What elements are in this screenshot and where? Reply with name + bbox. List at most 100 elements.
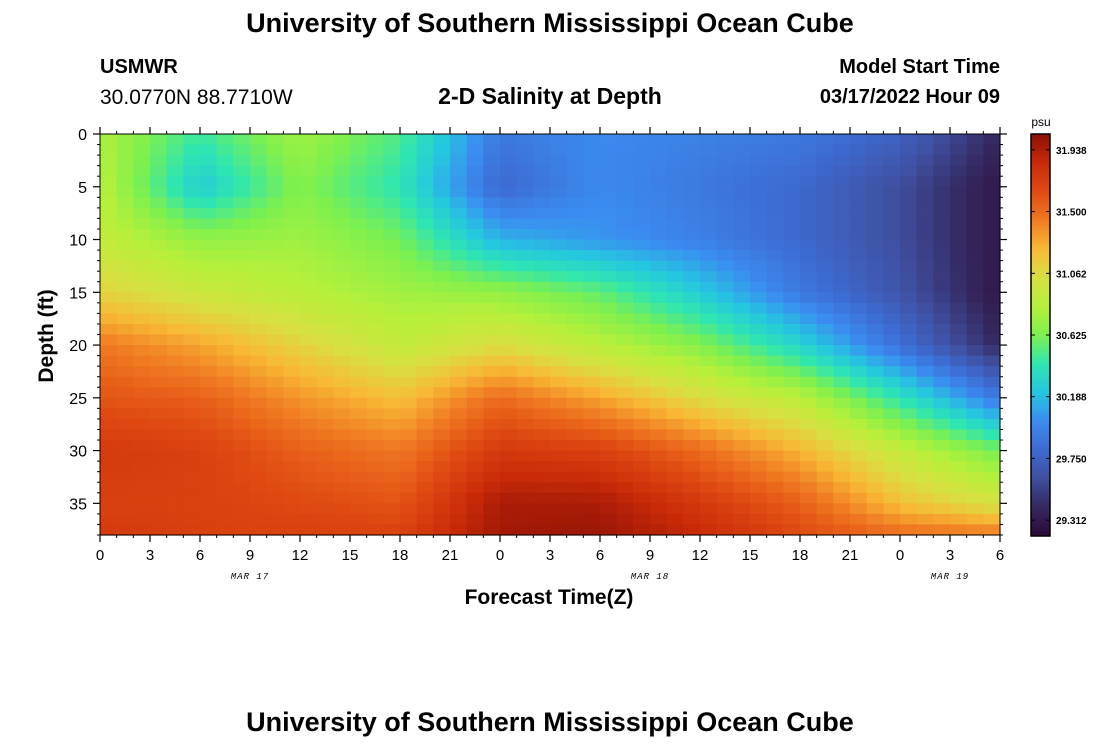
heatmap-cell: [383, 281, 401, 293]
heatmap-cell: [550, 228, 568, 241]
heatmap-cell: [266, 503, 284, 515]
heatmap-cell: [983, 228, 1001, 241]
heatmap-cell: [383, 387, 401, 399]
heatmap-cell: [733, 492, 751, 504]
heatmap-cell: [216, 524, 234, 536]
heatmap-cell: [916, 165, 934, 177]
heatmap-cell: [883, 334, 901, 346]
heatmap-cell: [716, 323, 734, 336]
heatmap-cell: [116, 218, 134, 230]
heatmap-cell: [583, 144, 601, 156]
heatmap-cell: [216, 239, 234, 251]
heatmap-cell: [250, 197, 268, 209]
heatmap-cell: [600, 197, 618, 209]
heatmap-cell: [383, 218, 401, 230]
heatmap-cell: [450, 418, 468, 431]
heatmap-cell: [833, 345, 851, 357]
heatmap-cell: [750, 418, 768, 431]
heatmap-cell: [633, 376, 651, 388]
heatmap-cell: [650, 228, 668, 241]
heatmap-cell: [216, 482, 234, 494]
heatmap-cell: [616, 461, 634, 473]
heatmap-cell: [633, 345, 651, 357]
heatmap-cell: [716, 302, 734, 314]
heatmap-cell: [766, 429, 784, 441]
heatmap-cell: [866, 260, 884, 272]
heatmap-cell: [766, 155, 784, 167]
heatmap-cell: [933, 176, 951, 188]
heatmap-cell: [216, 228, 234, 241]
heatmap-cell: [116, 418, 134, 431]
heatmap-cell: [450, 355, 468, 367]
heatmap-cell: [900, 397, 918, 409]
heatmap-cell: [966, 302, 984, 314]
heatmap-cell: [416, 418, 434, 431]
heatmap-cell: [966, 165, 984, 177]
x-tick-label: 3: [546, 547, 554, 564]
heatmap-cell: [650, 513, 668, 526]
heatmap-cell: [733, 239, 751, 251]
heatmap-cell: [883, 429, 901, 441]
heatmap-cell: [766, 176, 784, 188]
heatmap-cell: [550, 218, 568, 230]
heatmap-cell: [783, 366, 801, 378]
heatmap-cell: [783, 250, 801, 262]
heatmap-cell: [533, 418, 551, 431]
heatmap-cell: [966, 524, 984, 536]
heatmap-cell: [283, 186, 301, 198]
heatmap-cell: [466, 471, 484, 483]
heatmap-cell: [400, 461, 418, 473]
heatmap-cell: [583, 218, 601, 230]
heatmap-cell: [416, 250, 434, 262]
heatmap-cell: [700, 228, 718, 241]
heatmap-cell: [933, 155, 951, 167]
heatmap-cell: [500, 513, 518, 526]
heatmap-cell: [666, 165, 684, 177]
heatmap-cell: [116, 323, 134, 336]
heatmap-cell: [700, 355, 718, 367]
heatmap-cell: [766, 397, 784, 409]
heatmap-cell: [366, 186, 384, 198]
heatmap-cell: [750, 503, 768, 515]
heatmap-cell: [650, 387, 668, 399]
heatmap-cell: [200, 387, 218, 399]
heatmap-cell: [383, 440, 401, 452]
heatmap-cell: [933, 228, 951, 241]
heatmap-cell: [850, 176, 868, 188]
heatmap-cell: [183, 155, 201, 167]
heatmap-cell: [733, 461, 751, 473]
heatmap-cell: [933, 144, 951, 156]
heatmap-cell: [650, 281, 668, 293]
heatmap-cell: [900, 366, 918, 378]
heatmap-cell: [483, 376, 501, 388]
heatmap-cell: [683, 302, 701, 314]
heatmap-cell: [716, 260, 734, 272]
heatmap-cell: [950, 292, 968, 304]
heatmap-cell: [216, 323, 234, 336]
heatmap-cell: [333, 387, 351, 399]
heatmap-cell: [750, 408, 768, 420]
heatmap-cell: [716, 281, 734, 293]
heatmap-cell: [750, 302, 768, 314]
heatmap-cell: [283, 471, 301, 483]
heatmap-cell: [183, 366, 201, 378]
heatmap-cell: [633, 524, 651, 536]
heatmap-cell: [683, 260, 701, 272]
heatmap-cell: [550, 397, 568, 409]
heatmap-cell: [350, 207, 368, 220]
heatmap-cell: [866, 165, 884, 177]
heatmap-cell: [666, 429, 684, 441]
heatmap-cell: [400, 440, 418, 452]
heatmap-cell: [583, 513, 601, 526]
heatmap-cell: [583, 281, 601, 293]
heatmap-cell: [583, 292, 601, 304]
heatmap-cell: [683, 524, 701, 536]
heatmap-cell: [816, 176, 834, 188]
heatmap-cell: [100, 292, 118, 304]
heatmap-cell: [383, 165, 401, 177]
heatmap-cell: [866, 408, 884, 420]
heatmap-cell: [266, 355, 284, 367]
heatmap-cell: [516, 250, 534, 262]
heatmap-cell: [750, 144, 768, 156]
